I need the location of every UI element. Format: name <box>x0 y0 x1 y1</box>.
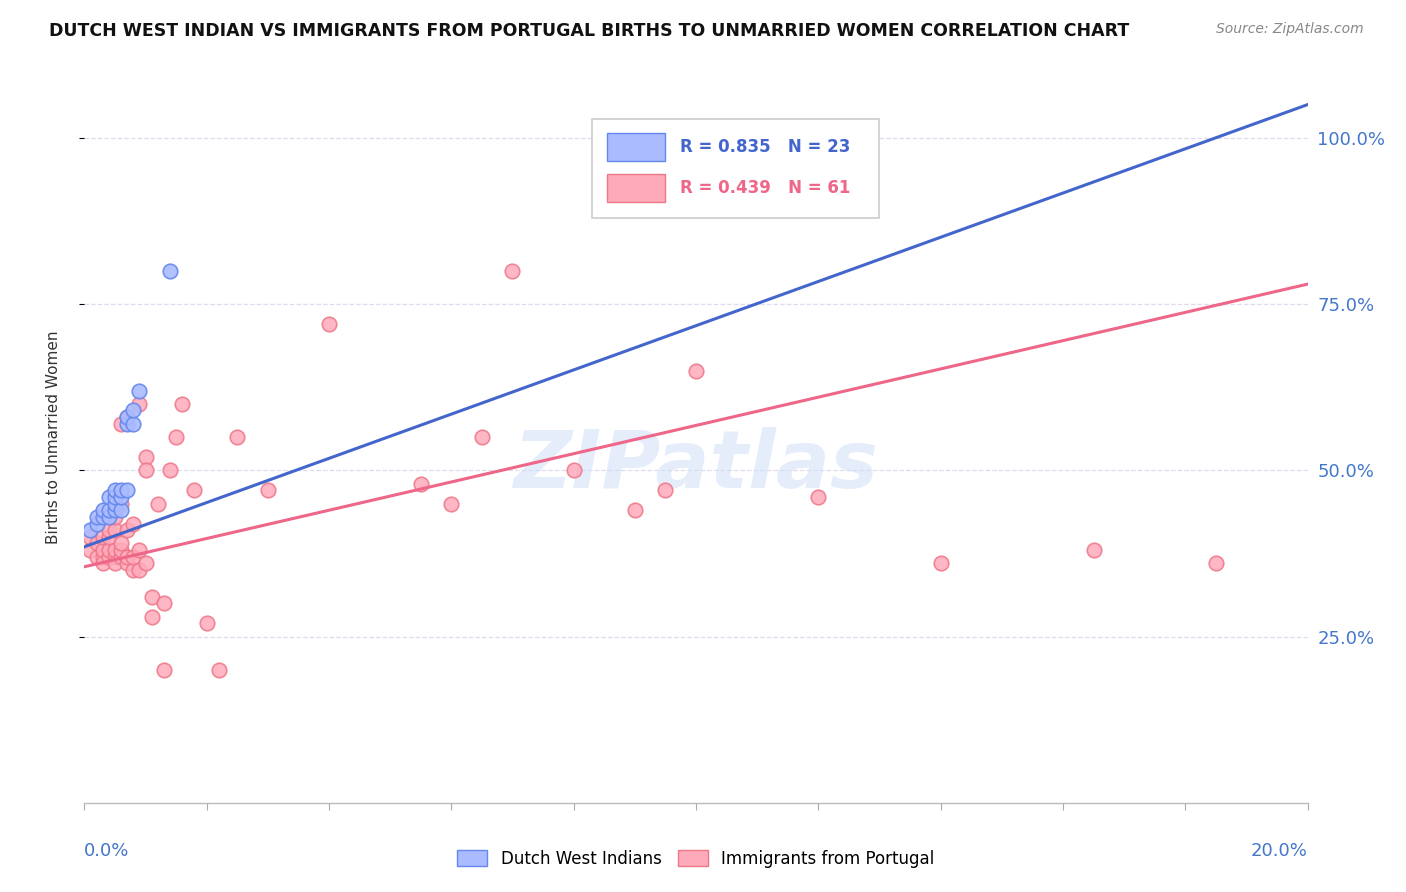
Point <box>685 363 707 377</box>
Point <box>195 616 218 631</box>
Point <box>79 523 101 537</box>
Point <box>110 490 132 504</box>
Point <box>159 264 181 278</box>
Point <box>128 563 150 577</box>
Point <box>1205 557 1227 571</box>
Point <box>110 417 132 431</box>
Point <box>104 549 127 564</box>
Point <box>146 497 169 511</box>
Point <box>502 264 524 278</box>
Text: 0.0%: 0.0% <box>84 842 129 860</box>
FancyBboxPatch shape <box>606 133 665 161</box>
Point <box>141 590 163 604</box>
Point <box>624 503 647 517</box>
Point <box>104 490 127 504</box>
Point <box>91 549 114 564</box>
Point <box>115 549 138 564</box>
Point <box>122 516 145 531</box>
Point <box>91 509 114 524</box>
Point <box>104 497 127 511</box>
Point <box>110 536 132 550</box>
Point <box>79 530 101 544</box>
Point <box>128 543 150 558</box>
FancyBboxPatch shape <box>606 175 665 202</box>
Point <box>183 483 205 498</box>
Text: 20.0%: 20.0% <box>1251 842 1308 860</box>
Point <box>110 483 132 498</box>
Point <box>97 523 120 537</box>
Point <box>104 483 127 498</box>
Point <box>440 497 463 511</box>
Point <box>122 417 145 431</box>
Point <box>807 490 830 504</box>
Point <box>135 557 157 571</box>
Point <box>141 609 163 624</box>
Point <box>86 549 108 564</box>
Point <box>318 317 340 331</box>
Point <box>929 557 952 571</box>
Point <box>153 663 176 677</box>
Legend: Dutch West Indians, Immigrants from Portugal: Dutch West Indians, Immigrants from Port… <box>457 849 935 868</box>
Point <box>1083 543 1105 558</box>
Text: Source: ZipAtlas.com: Source: ZipAtlas.com <box>1216 22 1364 37</box>
Point <box>104 503 127 517</box>
Point <box>97 543 120 558</box>
Point <box>104 543 127 558</box>
Point <box>128 384 150 398</box>
Point <box>97 490 120 504</box>
Point <box>110 549 132 564</box>
Point <box>110 497 132 511</box>
Point <box>104 557 127 571</box>
Point <box>208 663 231 677</box>
Point <box>115 483 138 498</box>
Point <box>135 450 157 464</box>
Y-axis label: Births to Unmarried Women: Births to Unmarried Women <box>46 330 60 544</box>
Point <box>110 543 132 558</box>
Point <box>79 543 101 558</box>
Point <box>110 503 132 517</box>
Point <box>257 483 280 498</box>
Point <box>115 557 138 571</box>
Point <box>97 530 120 544</box>
Point <box>91 557 114 571</box>
Point <box>135 463 157 477</box>
Point <box>86 509 108 524</box>
Point <box>471 430 494 444</box>
Text: ZIPatlas: ZIPatlas <box>513 427 879 506</box>
Text: R = 0.439   N = 61: R = 0.439 N = 61 <box>681 179 851 197</box>
Point <box>165 430 187 444</box>
Point <box>91 530 114 544</box>
Point <box>122 549 145 564</box>
Point <box>115 410 138 425</box>
Point <box>97 509 120 524</box>
Point <box>562 463 585 477</box>
Point <box>159 463 181 477</box>
Point <box>97 549 120 564</box>
Point <box>153 596 176 610</box>
Point <box>122 403 145 417</box>
Point <box>226 430 249 444</box>
Point <box>91 503 114 517</box>
Point <box>122 563 145 577</box>
Point <box>128 397 150 411</box>
Point <box>172 397 194 411</box>
Point <box>115 417 138 431</box>
Point <box>654 483 676 498</box>
Point <box>97 503 120 517</box>
Point <box>104 509 127 524</box>
Point <box>104 523 127 537</box>
Point <box>115 523 138 537</box>
Point <box>115 410 138 425</box>
Point <box>747 131 769 145</box>
Point <box>91 543 114 558</box>
Point <box>86 536 108 550</box>
Point <box>409 476 432 491</box>
Text: R = 0.835   N = 23: R = 0.835 N = 23 <box>681 137 851 156</box>
FancyBboxPatch shape <box>592 119 880 218</box>
Text: DUTCH WEST INDIAN VS IMMIGRANTS FROM PORTUGAL BIRTHS TO UNMARRIED WOMEN CORRELAT: DUTCH WEST INDIAN VS IMMIGRANTS FROM POR… <box>49 22 1129 40</box>
Point <box>86 516 108 531</box>
